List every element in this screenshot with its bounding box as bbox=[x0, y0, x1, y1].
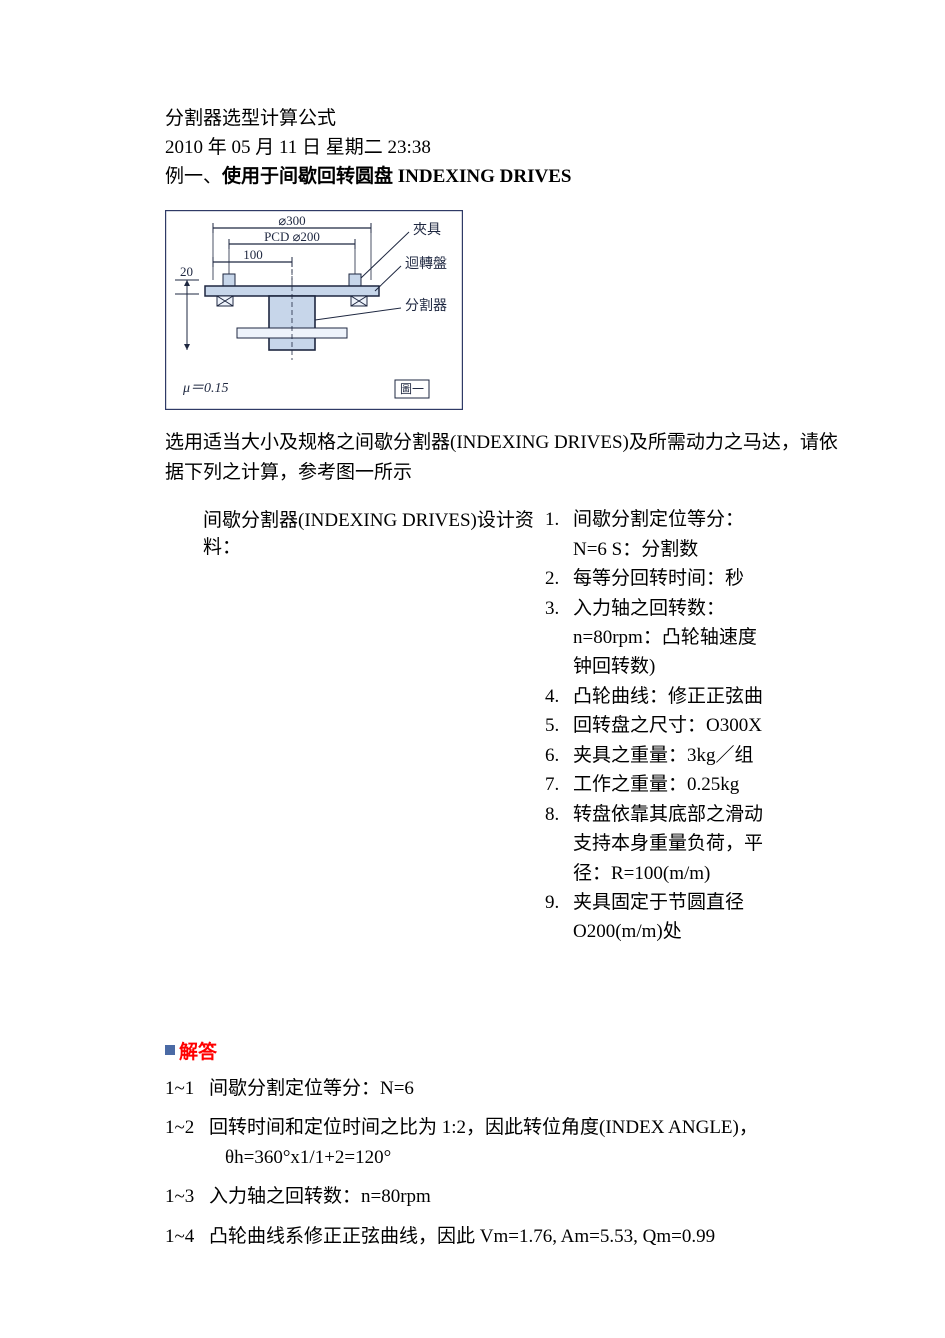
spec-item-main: 回转盘之尺寸：O300X bbox=[573, 711, 762, 740]
svg-text:100: 100 bbox=[243, 247, 263, 262]
spec-item-subline: 支持本身重量负荷，平 bbox=[573, 829, 845, 858]
answer-item-number: 1~4 bbox=[165, 1222, 209, 1251]
answer-items: 1~1间歇分割定位等分：N=61~2回转时间和定位时间之比为 1:2，因此转位角… bbox=[165, 1074, 845, 1251]
example-heading: 例一、使用于间歇回转圆盘 INDEXING DRIVES bbox=[165, 162, 845, 192]
spec-item-main: 夹具之重量：3kg／组 bbox=[573, 741, 754, 770]
diagram-figure: ⌀300PCD ⌀200100 20 μ＝0.15 夾具迴轉盤分割器圖一 bbox=[165, 210, 845, 410]
svg-text:圖一: 圖一 bbox=[400, 382, 424, 396]
spec-item-subline: N=6 S：分割数 bbox=[573, 535, 845, 564]
spec-item: 1.间歇分割定位等分：N=6 S：分割数 bbox=[545, 505, 845, 564]
spec-item-subline: O200(m/m)处 bbox=[573, 917, 845, 946]
spec-item-main: 工作之重量：0.25kg bbox=[573, 770, 739, 799]
spec-item-subline: 径：R=100(m/m) bbox=[573, 859, 845, 888]
example-title: 使用于间歇回转圆盘 INDEXING DRIVES bbox=[222, 166, 571, 187]
spec-item-number: 4. bbox=[545, 682, 573, 711]
spec-item-number: 5. bbox=[545, 711, 573, 740]
spec-item-subline: 钟回转数) bbox=[573, 652, 845, 681]
spec-item: 4.凸轮曲线：修正正弦曲 bbox=[545, 682, 845, 711]
spec-item-number: 1. bbox=[545, 505, 573, 534]
spec-item-main: 夹具固定于节圆直径 bbox=[573, 888, 744, 917]
spec-item: 8.转盘依靠其底部之滑动支持本身重量负荷，平径：R=100(m/m) bbox=[545, 800, 845, 888]
spec-item: 6.夹具之重量：3kg／组 bbox=[545, 741, 845, 770]
spec-item-number: 9. bbox=[545, 888, 573, 917]
document-page: 分割器选型计算公式 2010 年 05 月 11 日 星期二 23:38 例一、… bbox=[0, 0, 945, 1338]
spec-list: 1.间歇分割定位等分：N=6 S：分割数2.每等分回转时间：秒3.入力轴之回转数… bbox=[545, 505, 845, 947]
spec-item-main: 间歇分割定位等分： bbox=[573, 505, 744, 534]
spec-item-number: 7. bbox=[545, 770, 573, 799]
svg-text:⌀300: ⌀300 bbox=[278, 213, 305, 228]
answer-item-line: 间歇分割定位等分：N=6 bbox=[209, 1074, 845, 1103]
spec-ordered-list: 1.间歇分割定位等分：N=6 S：分割数2.每等分回转时间：秒3.入力轴之回转数… bbox=[545, 505, 845, 947]
answer-label: 解答 bbox=[179, 1037, 217, 1064]
spec-item-number: 8. bbox=[545, 800, 573, 829]
answer-section: 解答 1~1间歇分割定位等分：N=61~2回转时间和定位时间之比为 1:2，因此… bbox=[165, 1037, 845, 1251]
answer-item-line: 回转时间和定位时间之比为 1:2，因此转位角度(INDEX ANGLE)， bbox=[209, 1113, 845, 1142]
answer-item-subline: θh=360°x1/1+2=120° bbox=[209, 1143, 845, 1172]
spec-item-main: 凸轮曲线：修正正弦曲 bbox=[573, 682, 763, 711]
spec-item-number: 3. bbox=[545, 594, 573, 623]
spec-item-main: 入力轴之回转数： bbox=[573, 594, 725, 623]
spec-item-main: 转盘依靠其底部之滑动 bbox=[573, 800, 763, 829]
answer-item-number: 1~3 bbox=[165, 1182, 209, 1211]
spec-item-main: 每等分回转时间：秒 bbox=[573, 564, 744, 593]
answer-item-number: 1~2 bbox=[165, 1113, 209, 1142]
svg-text:PCD ⌀200: PCD ⌀200 bbox=[264, 229, 320, 244]
spec-item: 2.每等分回转时间：秒 bbox=[545, 564, 845, 593]
spec-heading: 间歇分割器(INDEXING DRIVES)设计资料： bbox=[165, 505, 545, 559]
doc-date: 2010 年 05 月 11 日 星期二 23:38 bbox=[165, 134, 845, 163]
spec-columns: 间歇分割器(INDEXING DRIVES)设计资料： 1.间歇分割定位等分：N… bbox=[165, 505, 845, 947]
intro-paragraph: 选用适当大小及规格之间歇分割器(INDEXING DRIVES)及所需动力之马达… bbox=[165, 428, 845, 487]
answer-item-line: 入力轴之回转数：n=80rpm bbox=[209, 1182, 845, 1211]
example-prefix: 例一、 bbox=[165, 166, 222, 187]
svg-text:μ＝0.15: μ＝0.15 bbox=[182, 381, 229, 396]
answer-item: 1~4凸轮曲线系修正正弦曲线，因此 Vm=1.76, Am=5.53, Qm=0… bbox=[165, 1222, 845, 1251]
spec-item: 5.回转盘之尺寸：O300X bbox=[545, 711, 845, 740]
answer-item: 1~2回转时间和定位时间之比为 1:2，因此转位角度(INDEX ANGLE)， bbox=[165, 1113, 845, 1142]
diagram-svg: ⌀300PCD ⌀200100 20 μ＝0.15 夾具迴轉盤分割器圖一 bbox=[165, 210, 463, 410]
svg-text:20: 20 bbox=[180, 264, 193, 279]
svg-text:迴轉盤: 迴轉盤 bbox=[405, 256, 447, 272]
answer-item-number: 1~1 bbox=[165, 1074, 209, 1103]
spec-item-number: 6. bbox=[545, 741, 573, 770]
answer-item-line: 凸轮曲线系修正正弦曲线，因此 Vm=1.76, Am=5.53, Qm=0.99 bbox=[209, 1222, 845, 1251]
answer-item: 1~3入力轴之回转数：n=80rpm bbox=[165, 1182, 845, 1211]
square-marker-icon bbox=[165, 1045, 175, 1055]
doc-title: 分割器选型计算公式 bbox=[165, 105, 845, 134]
spec-item-subline: n=80rpm：凸轮轴速度 bbox=[573, 623, 845, 652]
answer-item: 1~1间歇分割定位等分：N=6 bbox=[165, 1074, 845, 1103]
spec-item: 3.入力轴之回转数：n=80rpm：凸轮轴速度钟回转数) bbox=[545, 594, 845, 682]
spec-item: 7.工作之重量：0.25kg bbox=[545, 770, 845, 799]
svg-text:夾具: 夾具 bbox=[413, 222, 441, 238]
svg-text:分割器: 分割器 bbox=[405, 297, 447, 314]
spec-item: 9.夹具固定于节圆直径O200(m/m)处 bbox=[545, 888, 845, 947]
answer-header: 解答 bbox=[165, 1037, 845, 1064]
spec-item-number: 2. bbox=[545, 564, 573, 593]
